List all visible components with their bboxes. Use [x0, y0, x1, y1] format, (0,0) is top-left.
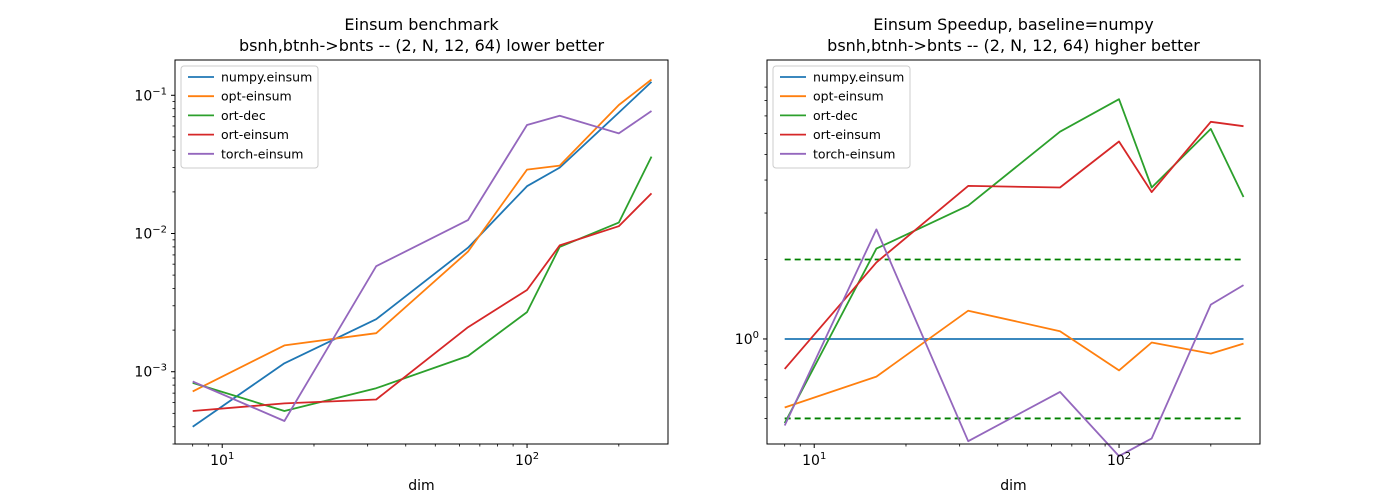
series-line-opt-einsum [784, 309, 1244, 409]
legend-label: numpy.einsum [221, 70, 312, 85]
plot-frame [766, 59, 1261, 445]
x-tick-label: 102 [515, 451, 539, 469]
y-tick-label: 10−3 [134, 363, 167, 381]
series-line-ort-dec [192, 156, 653, 412]
x-axis-label: dim [408, 478, 434, 494]
x-tick-label: 101 [802, 451, 826, 469]
legend-label: numpy.einsum [813, 70, 904, 85]
series-line-numpy.einsum [192, 81, 653, 428]
chart-title: Einsum benchmark [344, 15, 499, 34]
legend-label: ort-einsum [813, 127, 881, 142]
y-tick-label: 100 [735, 330, 759, 348]
legend-label: torch-einsum [813, 146, 895, 161]
chart-panel-2: Einsum Speedup, baseline=numpy bsnh,btnh-… [735, 15, 1261, 494]
x-axis-label: dim [1000, 478, 1026, 494]
chart-title: Einsum Speedup, baseline=numpy [873, 15, 1153, 34]
x-tick-label: 101 [210, 451, 234, 469]
legend-label: opt-einsum [813, 89, 884, 104]
legend: numpy.einsum opt-einsum ort-dec ort-einsum t… [180, 65, 319, 169]
series-line-ort-einsum [784, 120, 1244, 370]
legend-box [772, 65, 911, 169]
chart-panel-1: Einsum benchmark bsnh,btnh->bnts -- (2, N… [134, 15, 669, 494]
plot-frame [174, 59, 669, 445]
legend-label: torch-einsum [221, 146, 303, 161]
legend-label: ort-einsum [221, 127, 289, 142]
y-tick-label: 10−1 [134, 86, 167, 104]
chart-subtitle: bsnh,btnh->bnts -- (2, N, 12, 64) higher… [827, 36, 1200, 55]
chart-subtitle: bsnh,btnh->bnts -- (2, N, 12, 64) lower … [239, 36, 605, 55]
x-tick-label: 102 [1107, 451, 1131, 469]
legend-label: opt-einsum [221, 89, 292, 104]
legend-box [180, 65, 319, 169]
series-line-ort-dec [783, 98, 1245, 424]
series-line-ort-einsum [192, 192, 653, 412]
y-tick-label: 10−2 [134, 225, 167, 243]
legend-label: ort-dec [813, 108, 858, 123]
legend: numpy.einsum opt-einsum ort-dec ort-einsum t… [772, 65, 911, 169]
series-line-torch-einsum [783, 228, 1244, 458]
legend-label: ort-dec [221, 108, 266, 123]
series-line-torch-einsum [192, 110, 653, 422]
series-line-opt-einsum [192, 78, 653, 393]
